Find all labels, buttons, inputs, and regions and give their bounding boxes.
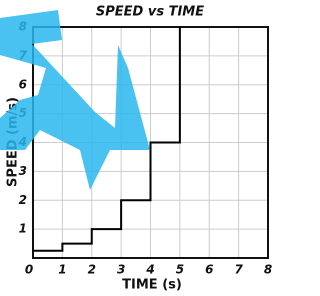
y-tick-label: 1: [19, 222, 27, 236]
chart-title: SPEED vs TIME: [96, 5, 204, 20]
x-tick-label: 2: [88, 263, 96, 277]
x-tick-label: 8: [264, 263, 272, 277]
x-tick-label: 1: [58, 263, 66, 277]
x-tick-label: 3: [117, 263, 125, 277]
x-tick-label: 4: [145, 263, 154, 277]
x-tick-label: 7: [234, 263, 243, 277]
x-tick-label: 6: [205, 263, 213, 277]
y-tick-label: 6: [19, 77, 27, 91]
x-tick-label: 0: [25, 263, 33, 277]
y-tick-label: 3: [19, 164, 27, 178]
x-axis-label: TIME (s): [122, 278, 182, 293]
y-tick-label: 2: [19, 193, 27, 207]
x-tick-label: 5: [176, 263, 184, 277]
chart: SPEED vs TIME TIME (s) SPEED (m/s) 01234…: [0, 0, 295, 296]
